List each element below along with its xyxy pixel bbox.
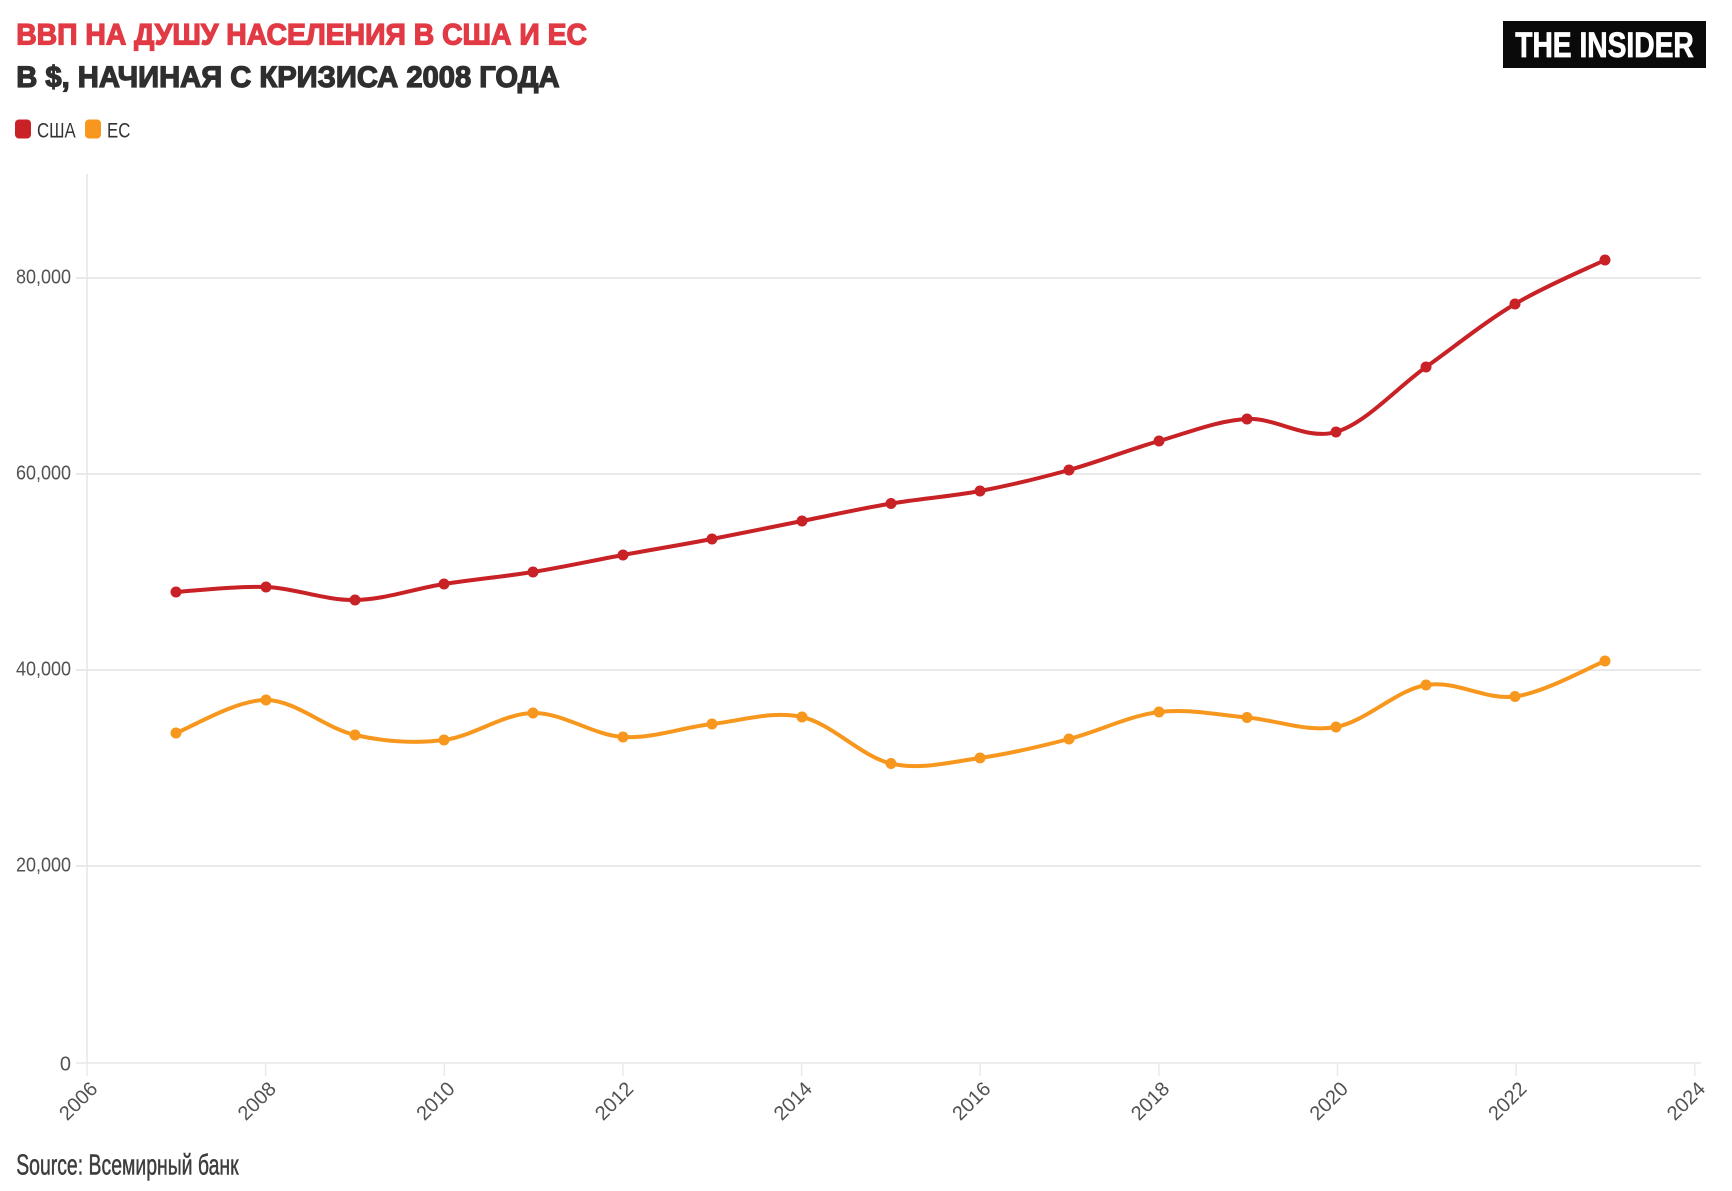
svg-text:2008: 2008 <box>234 1078 281 1125</box>
svg-text:THE INSIDER: THE INSIDER <box>1515 25 1694 65</box>
svg-text:2024: 2024 <box>1663 1078 1710 1125</box>
svg-text:0: 0 <box>60 1054 71 1076</box>
svg-text:2016: 2016 <box>948 1078 995 1125</box>
svg-text:80,000: 80,000 <box>16 267 71 289</box>
svg-text:2014: 2014 <box>770 1078 817 1125</box>
svg-text:ВВП НА ДУШУ НАСЕЛЕНИЯ В США И: ВВП НА ДУШУ НАСЕЛЕНИЯ В США И ЕС <box>16 19 587 52</box>
svg-text:2010: 2010 <box>413 1078 460 1125</box>
svg-text:2022: 2022 <box>1484 1078 1531 1125</box>
svg-text:2006: 2006 <box>55 1078 102 1125</box>
svg-text:40,000: 40,000 <box>16 659 71 681</box>
svg-text:США: США <box>37 120 76 143</box>
svg-text:60,000: 60,000 <box>16 463 71 485</box>
svg-text:В $, НАЧИНАЯ С КРИЗИСА 2008 ГО: В $, НАЧИНАЯ С КРИЗИСА 2008 ГОДА <box>16 61 559 94</box>
svg-text:ЕС: ЕС <box>107 120 130 143</box>
svg-text:2020: 2020 <box>1306 1078 1353 1125</box>
svg-text:2018: 2018 <box>1127 1078 1174 1125</box>
svg-text:20,000: 20,000 <box>16 855 71 877</box>
svg-text:Source: Всемирный банк: Source: Всемирный банк <box>16 1150 239 1182</box>
svg-text:2012: 2012 <box>591 1078 638 1125</box>
